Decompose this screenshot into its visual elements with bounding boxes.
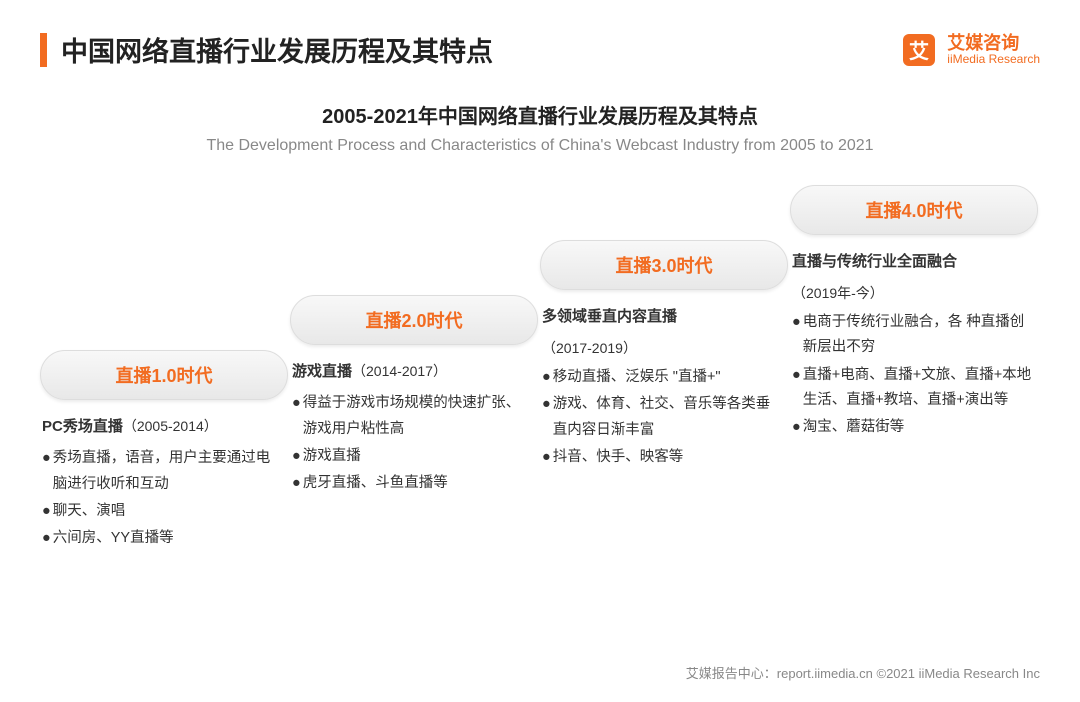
step-4-content: 直播与传统行业全面融合 （2019年-今） ●电商于传统行业融合，各 种直播创新… [790, 249, 1038, 441]
step-4-bullet-1: 直播+电商、直播+文旅、直播+本地生活、直播+教培、直播+演出等 [803, 363, 1032, 414]
logo-text: 艾媒咨询 iiMedia Research [947, 34, 1040, 67]
step-2-era: 直播2.0时代 [290, 295, 538, 345]
step-4-subhead: 直播与传统行业全面融合 [792, 249, 1032, 275]
step-4-bullet-0: 电商于传统行业融合，各 种直播创新层出不穷 [803, 310, 1032, 361]
step-3-bullet-0: 移动直播、泛娱乐 "直播+" [553, 365, 721, 390]
step-2-bullet-1: 游戏直播 [303, 444, 361, 469]
step-1-content: PC秀场直播（2005-2014） ●秀场直播，语音，用户主要通过电脑进行收听和… [40, 414, 288, 552]
subtitle-en: The Development Process and Characterist… [0, 137, 1080, 155]
step-1-bullet-0: 秀场直播，语音，用户主要通过电脑进行收听和互动 [53, 446, 282, 497]
step-1-bullet-2: 六间房、YY直播等 [53, 526, 174, 551]
step-2-bullet-0: 得益于游戏市场规模的快速扩张、游戏用户粘性高 [303, 391, 532, 442]
step-1-subhead: PC秀场直播 [42, 418, 123, 435]
step-3-subhead: 多领域垂直内容直播 [542, 304, 782, 330]
step-1-bullet-1: 聊天、演唱 [53, 499, 126, 524]
step-4: 直播4.0时代 直播与传统行业全面融合 （2019年-今） ●电商于传统行业融合… [790, 185, 1038, 441]
logo-cn: 艾媒咨询 [947, 34, 1040, 54]
step-2-content: 游戏直播（2014-2017） ●得益于游戏市场规模的快速扩张、游戏用户粘性高 … [290, 359, 538, 497]
step-3-era: 直播3.0时代 [540, 240, 788, 290]
stair-diagram: 直播1.0时代 PC秀场直播（2005-2014） ●秀场直播，语音，用户主要通… [40, 185, 1040, 625]
subtitle-block: 2005-2021年中国网络直播行业发展历程及其特点 The Developme… [0, 100, 1080, 155]
step-4-bullet-2: 淘宝、蘑菇街等 [803, 415, 905, 440]
logo-icon: 艾 [899, 30, 939, 70]
footer-text: 艾媒报告中心：report.iimedia.cn ©2021 iiMedia R… [686, 663, 1040, 682]
step-2: 直播2.0时代 游戏直播（2014-2017） ●得益于游戏市场规模的快速扩张、… [290, 295, 538, 497]
step-1-era: 直播1.0时代 [40, 350, 288, 400]
step-3-period: （2017-2019） [542, 336, 782, 361]
step-2-bullet-2: 虎牙直播、斗鱼直播等 [303, 471, 448, 496]
logo-en: iiMedia Research [947, 53, 1040, 66]
brand-logo: 艾 艾媒咨询 iiMedia Research [899, 30, 1040, 70]
step-4-era: 直播4.0时代 [790, 185, 1038, 235]
step-3-bullet-2: 抖音、快手、映客等 [553, 445, 684, 470]
page-title: 中国网络直播行业发展历程及其特点 [61, 30, 493, 69]
step-3-bullet-1: 游戏、体育、社交、音乐等各类垂直内容日渐丰富 [553, 392, 782, 443]
svg-text:艾: 艾 [909, 40, 929, 63]
header: 中国网络直播行业发展历程及其特点 艾 艾媒咨询 iiMedia Research [0, 0, 1080, 80]
step-1-period: （2005-2014） [123, 418, 218, 434]
step-3: 直播3.0时代 多领域垂直内容直播 （2017-2019） ●移动直播、泛娱乐 … [540, 240, 788, 470]
step-2-subhead: 游戏直播 [292, 363, 352, 380]
title-block: 中国网络直播行业发展历程及其特点 [40, 30, 493, 69]
step-4-period: （2019年-今） [792, 281, 1032, 306]
accent-bar [40, 33, 47, 67]
step-2-period: （2014-2017） [352, 363, 447, 379]
subtitle-cn: 2005-2021年中国网络直播行业发展历程及其特点 [0, 100, 1080, 129]
step-1: 直播1.0时代 PC秀场直播（2005-2014） ●秀场直播，语音，用户主要通… [40, 350, 288, 552]
step-3-content: 多领域垂直内容直播 （2017-2019） ●移动直播、泛娱乐 "直播+" ●游… [540, 304, 788, 470]
